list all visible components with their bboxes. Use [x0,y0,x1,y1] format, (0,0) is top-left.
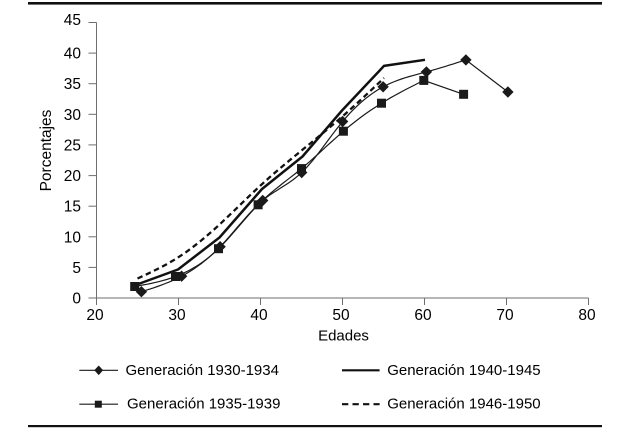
svg-text:30: 30 [64,107,82,124]
svg-text:5: 5 [72,260,81,277]
svg-text:45: 45 [64,12,81,29]
svg-text:25: 25 [64,137,81,154]
svg-text:30: 30 [168,307,186,324]
svg-text:Edades: Edades [318,328,369,345]
svg-text:40: 40 [64,46,82,63]
svg-text:10: 10 [64,229,82,246]
svg-text:40: 40 [250,307,268,324]
svg-text:20: 20 [86,307,104,324]
svg-text:Generación 1930-1934: Generación 1930-1934 [126,362,279,379]
svg-text:70: 70 [496,307,514,324]
svg-text:0: 0 [72,291,81,308]
svg-text:Generación 1935-1939: Generación 1935-1939 [127,396,280,413]
svg-text:Generación 1946-1950: Generación 1946-1950 [387,396,540,413]
svg-text:80: 80 [578,307,596,324]
svg-text:15: 15 [64,199,81,216]
svg-text:60: 60 [414,307,432,324]
svg-text:Porcentajes: Porcentajes [38,109,55,191]
svg-text:35: 35 [64,76,81,93]
svg-text:50: 50 [332,307,350,324]
svg-text:Generación 1940-1945: Generación 1940-1945 [387,362,540,379]
svg-text:20: 20 [64,168,82,185]
